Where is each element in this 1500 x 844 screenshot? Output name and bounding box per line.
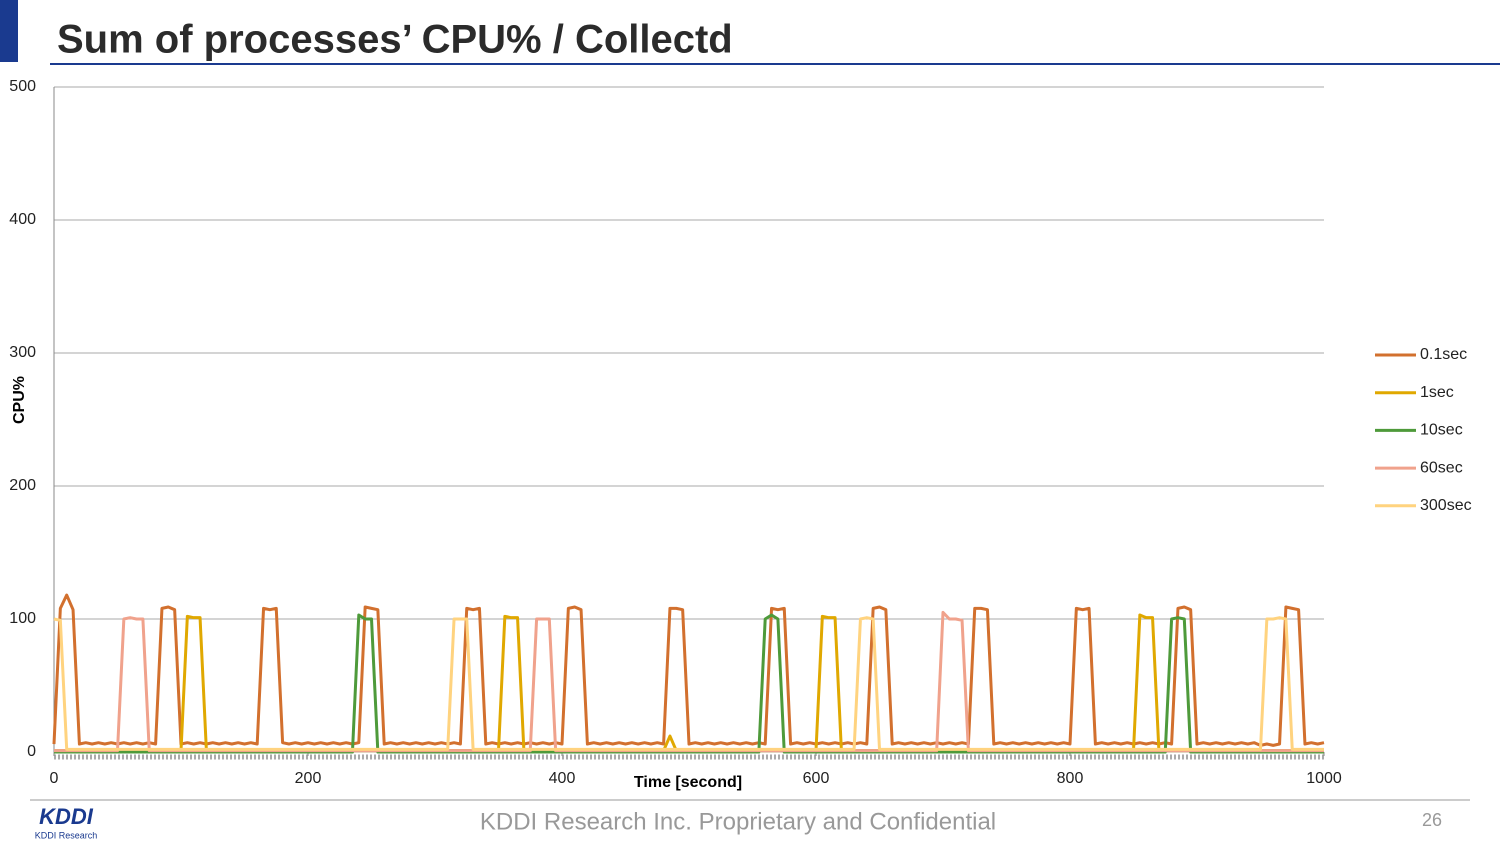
x-axis-title: Time [second]	[634, 774, 742, 791]
slide-title: Sum of processes’ CPU% / Collectd	[57, 18, 733, 62]
logo: KDDI	[39, 804, 94, 829]
y-tick-label: 300	[9, 344, 36, 361]
y-tick-label: 100	[9, 610, 36, 627]
y-axis-title: CPU%	[11, 376, 28, 424]
footer-text: KDDI Research Inc. Proprietary and Confi…	[480, 808, 996, 835]
legend-label: 10sec	[1420, 422, 1463, 439]
title-marker	[0, 0, 18, 62]
x-tick-label: 200	[295, 770, 322, 787]
series-line	[53, 616, 1324, 751]
x-tick-label: 1000	[1306, 770, 1342, 787]
page-number: 26	[1422, 810, 1442, 830]
legend-label: 300sec	[1420, 497, 1472, 514]
logo-subtext: KDDI Research	[35, 830, 98, 840]
x-tick-label: 0	[50, 770, 59, 787]
legend-label: 1sec	[1420, 384, 1454, 401]
legend-label: 60sec	[1420, 459, 1463, 476]
y-tick-label: 500	[9, 78, 36, 95]
y-tick-label: 200	[9, 477, 36, 494]
x-tick-label: 400	[549, 770, 576, 787]
x-tick-label: 600	[803, 770, 830, 787]
legend-label: 0.1sec	[1420, 346, 1467, 363]
x-tick-label: 800	[1057, 770, 1084, 787]
chart: 0 100 200 300 400 500 0 200 400 600 800 1000 0.1sec 1…	[9, 78, 1471, 787]
y-tick-label: 0	[27, 743, 36, 760]
series-line	[52, 593, 1325, 747]
y-tick-label: 400	[9, 211, 36, 228]
